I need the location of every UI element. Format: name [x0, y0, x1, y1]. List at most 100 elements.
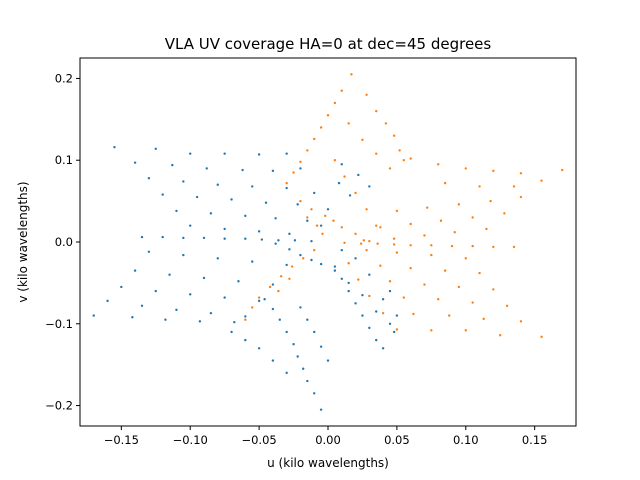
- data-point: [471, 216, 474, 219]
- data-point: [306, 149, 309, 152]
- data-point: [388, 167, 392, 170]
- data-point: [388, 289, 392, 293]
- data-point: [388, 280, 392, 283]
- data-point: [251, 260, 254, 263]
- data-point: [457, 285, 461, 289]
- data-point: [313, 137, 316, 141]
- data-point: [302, 257, 305, 260]
- data-point: [133, 161, 137, 164]
- data-point: [368, 294, 371, 298]
- x-axis-ticks: −0.15 −0.10 −0.05 0.00 0.05 0.10 0.15: [104, 426, 547, 447]
- data-point: [319, 408, 323, 411]
- data-point: [489, 199, 492, 203]
- data-point: [113, 145, 116, 149]
- x-tick-label: −0.05: [241, 433, 276, 447]
- data-point: [361, 138, 364, 141]
- data-point: [457, 203, 461, 206]
- data-point: [464, 257, 467, 260]
- data-point: [453, 230, 456, 234]
- data-point: [430, 329, 433, 332]
- data-point: [368, 326, 371, 330]
- data-point: [296, 203, 299, 206]
- data-point: [189, 224, 192, 227]
- data-point: [340, 248, 343, 252]
- data-point: [375, 224, 378, 227]
- data-point: [368, 185, 371, 188]
- data-point: [343, 241, 346, 245]
- data-point: [260, 238, 264, 241]
- data-point: [161, 193, 164, 196]
- data-point: [365, 93, 368, 97]
- data-point: [430, 253, 433, 257]
- data-point: [244, 315, 247, 318]
- data-point: [205, 167, 208, 170]
- data-point: [315, 224, 319, 227]
- data-point: [388, 322, 392, 325]
- data-point: [492, 169, 495, 173]
- data-point: [561, 168, 564, 172]
- data-point: [333, 101, 337, 105]
- data-point: [354, 232, 357, 236]
- data-point: [412, 312, 415, 316]
- data-point: [409, 157, 412, 160]
- data-point: [478, 185, 481, 188]
- data-point: [381, 311, 385, 315]
- data-point: [512, 245, 516, 249]
- data-point: [448, 314, 451, 317]
- data-point: [223, 152, 226, 155]
- data-point: [499, 334, 502, 337]
- data-point: [519, 195, 523, 199]
- data-point: [430, 244, 433, 247]
- data-point: [450, 244, 454, 248]
- data-point: [395, 328, 399, 331]
- data-point: [288, 277, 291, 280]
- data-point: [285, 181, 288, 185]
- data-point: [285, 152, 288, 155]
- data-point: [299, 253, 302, 257]
- series-2: [244, 73, 564, 339]
- data-point: [223, 296, 226, 299]
- data-point: [392, 134, 396, 137]
- data-point: [437, 298, 440, 301]
- data-point: [365, 248, 368, 252]
- data-point: [306, 219, 309, 222]
- data-point: [285, 263, 288, 267]
- data-point: [340, 163, 343, 166]
- data-point: [290, 265, 294, 268]
- data-point: [299, 160, 302, 164]
- data-point: [423, 234, 426, 237]
- data-point: [326, 114, 330, 117]
- data-point: [326, 359, 330, 362]
- data-point: [244, 338, 247, 342]
- data-point: [319, 262, 323, 266]
- data-point: [288, 248, 291, 251]
- data-point: [423, 283, 426, 286]
- data-point: [375, 109, 378, 113]
- chart-title: VLA UV coverage HA=0 at dec=45 degrees: [165, 35, 492, 53]
- data-point: [392, 330, 396, 334]
- data-point: [223, 227, 226, 231]
- data-point: [244, 318, 247, 321]
- data-point: [279, 275, 283, 278]
- data-point: [492, 288, 495, 291]
- data-point: [392, 243, 396, 246]
- data-point: [223, 237, 226, 240]
- data-point: [264, 201, 268, 204]
- x-tick-label: −0.10: [173, 433, 208, 447]
- data-point: [395, 314, 399, 317]
- data-point: [332, 219, 335, 222]
- data-point: [120, 285, 123, 289]
- data-point: [251, 306, 254, 309]
- data-point: [348, 194, 352, 197]
- data-point: [164, 318, 167, 321]
- data-point: [161, 235, 164, 239]
- data-point: [189, 152, 192, 155]
- data-point: [333, 159, 337, 162]
- data-point: [324, 214, 327, 218]
- data-point: [503, 212, 506, 215]
- data-point: [133, 269, 137, 272]
- data-point: [381, 347, 385, 350]
- y-tick-label: −0.1: [45, 317, 73, 331]
- data-point: [519, 172, 523, 175]
